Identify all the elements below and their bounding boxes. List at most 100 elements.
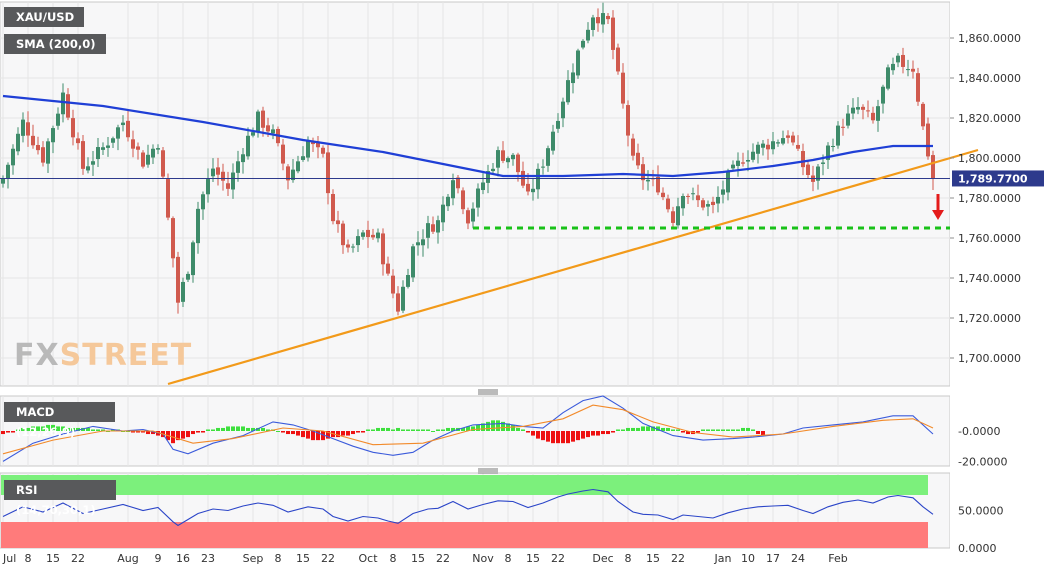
candle-body bbox=[296, 161, 300, 172]
price-axis-label: 1,720.0000 bbox=[958, 312, 1021, 325]
sma-indicator-tag[interactable]: SMA (200,0) bbox=[4, 34, 106, 54]
date-axis-label: 10 bbox=[741, 552, 755, 565]
candle-body bbox=[461, 190, 465, 210]
candle-body bbox=[346, 244, 350, 248]
candle-body bbox=[331, 194, 335, 222]
macd-histogram-bar bbox=[601, 431, 605, 435]
macd-indicator-tag[interactable]: MACD (12,26,9) bbox=[4, 402, 115, 439]
macd-histogram-bar bbox=[186, 431, 190, 438]
macd-histogram-bar bbox=[611, 431, 615, 433]
candle-body bbox=[126, 120, 130, 138]
macd-histogram-bar bbox=[281, 431, 285, 433]
macd-histogram-bar bbox=[481, 423, 485, 431]
macd-histogram-bar bbox=[731, 429, 735, 431]
candle-body bbox=[426, 223, 430, 238]
candle-body bbox=[501, 150, 505, 161]
candle-body bbox=[671, 211, 675, 223]
macd-histogram-bar bbox=[176, 431, 180, 441]
candle-body bbox=[796, 144, 800, 149]
macd-histogram-bar bbox=[411, 429, 415, 431]
macd-histogram-bar bbox=[321, 431, 325, 441]
macd-histogram-bar bbox=[471, 426, 475, 431]
macd-axis-label: -0.0000 bbox=[958, 425, 1000, 438]
macd-histogram-bar bbox=[226, 426, 230, 431]
macd-histogram-bar bbox=[386, 427, 390, 431]
date-axis-label: 15 bbox=[296, 552, 310, 565]
candle-body bbox=[536, 168, 540, 190]
macd-histogram-bar bbox=[606, 431, 610, 435]
candle-body bbox=[106, 145, 110, 148]
candle-body bbox=[741, 162, 745, 164]
macd-histogram-bar bbox=[16, 429, 20, 431]
ascending-trendline bbox=[167, 148, 979, 386]
candle-body bbox=[381, 233, 385, 265]
candle-body bbox=[791, 135, 795, 143]
candle-body bbox=[736, 160, 740, 166]
macd-histogram-bar bbox=[91, 429, 95, 431]
candle-body bbox=[421, 239, 425, 246]
macd-histogram-bar bbox=[371, 429, 375, 431]
macd-histogram-bar bbox=[351, 431, 355, 435]
macd-histogram-bar bbox=[756, 431, 760, 435]
candle-body bbox=[886, 67, 890, 89]
candle-body bbox=[531, 188, 535, 193]
macd-histogram-bar bbox=[146, 431, 150, 435]
macd-histogram-bar bbox=[96, 429, 100, 431]
macd-histogram-bar bbox=[711, 429, 715, 431]
candle-body bbox=[241, 154, 245, 163]
candle-body bbox=[621, 72, 625, 104]
macd-histogram-bar bbox=[561, 431, 565, 444]
macd-histogram-bar bbox=[581, 431, 585, 439]
macd-histogram-bar bbox=[211, 429, 215, 431]
candle-body bbox=[781, 138, 785, 144]
candle-body bbox=[636, 152, 640, 166]
candle-body bbox=[881, 86, 885, 104]
candle-body bbox=[851, 107, 855, 114]
pane-resize-handle[interactable] bbox=[478, 389, 498, 395]
pane-resize-handle[interactable] bbox=[478, 468, 498, 474]
price-axis-label: 1,700.0000 bbox=[958, 352, 1021, 365]
macd-histogram-bar bbox=[376, 427, 380, 431]
candle-body bbox=[691, 193, 695, 195]
macd-histogram-bar bbox=[6, 431, 10, 433]
candle-body bbox=[441, 204, 445, 223]
macd-histogram-bar bbox=[26, 427, 30, 431]
symbol-tag[interactable]: XAU/USD bbox=[4, 7, 84, 27]
rsi-indicator-tag[interactable]: RSI (14,70,30,1) bbox=[4, 480, 116, 517]
candle-body bbox=[191, 242, 195, 276]
date-axis-label: 8 bbox=[625, 552, 632, 565]
candle-body bbox=[246, 135, 250, 157]
candle-body bbox=[591, 17, 595, 30]
candle-body bbox=[71, 118, 75, 138]
candle-body bbox=[361, 232, 365, 237]
candle-body bbox=[156, 148, 160, 150]
macd-histogram-bar bbox=[416, 429, 420, 431]
candle-body bbox=[326, 152, 330, 194]
macd-histogram-bar bbox=[326, 431, 330, 439]
candle-body bbox=[611, 17, 615, 50]
candle-body bbox=[481, 182, 485, 191]
candle-body bbox=[656, 176, 660, 193]
macd-histogram-bar bbox=[701, 429, 705, 431]
macd-histogram-bar bbox=[621, 429, 625, 431]
candle-body bbox=[456, 177, 460, 189]
candles bbox=[1, 2, 935, 316]
candle-body bbox=[806, 164, 810, 175]
macd-histogram-bar bbox=[681, 431, 685, 433]
date-axis-label: 9 bbox=[155, 552, 162, 565]
macd-histogram-bar bbox=[101, 429, 105, 431]
macd-histogram-bar bbox=[531, 431, 535, 436]
macd-histogram-bar bbox=[251, 427, 255, 431]
candle-body bbox=[401, 286, 405, 311]
pane-handles[interactable] bbox=[478, 389, 498, 474]
candle-body bbox=[366, 229, 370, 238]
macd-histogram-bar bbox=[736, 429, 740, 431]
price-axis-label: 1,820.0000 bbox=[958, 112, 1021, 125]
candle-body bbox=[726, 171, 730, 193]
candle-body bbox=[486, 171, 490, 183]
candle-body bbox=[196, 208, 200, 244]
candle-body bbox=[391, 275, 395, 294]
candle-body bbox=[596, 17, 600, 24]
macd-histogram-bar bbox=[236, 426, 240, 431]
macd-histogram-bar bbox=[141, 431, 145, 433]
